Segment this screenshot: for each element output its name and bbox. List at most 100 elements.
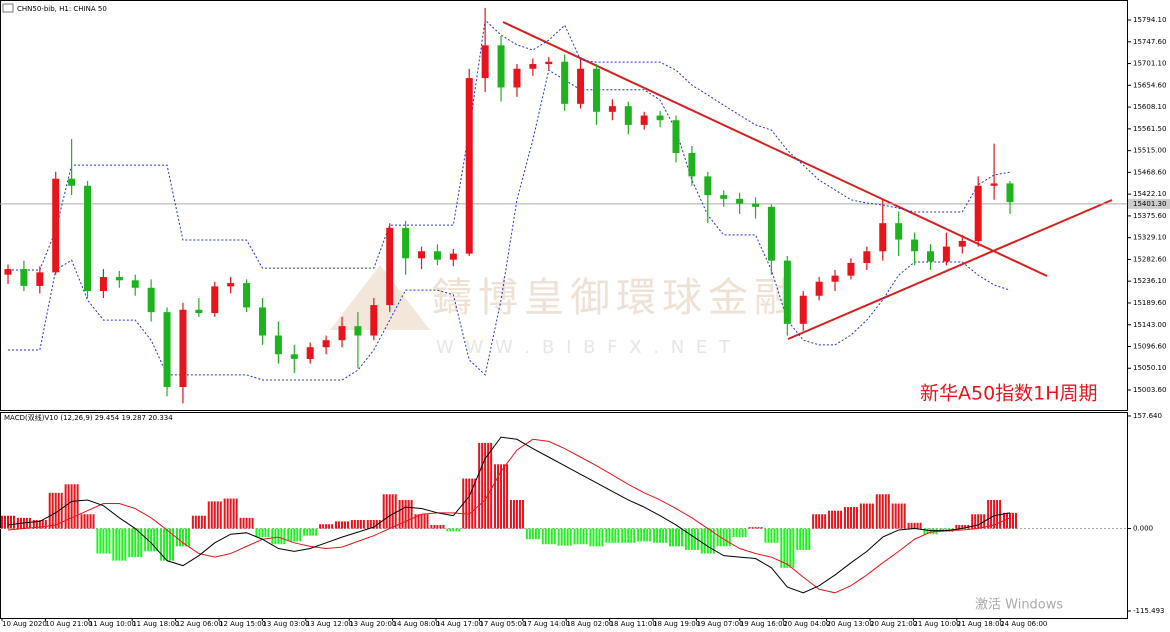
x-tick-label: 24 Aug 06:00: [1000, 620, 1047, 628]
x-tick-label: 12 Aug 06:00: [176, 620, 223, 628]
candle-body: [36, 272, 44, 286]
y-tick-label: 157.640: [1133, 412, 1162, 420]
y-tick-label: 15143.00: [1133, 321, 1166, 329]
candle-body: [481, 45, 489, 79]
y-tick-label: 15236.10: [1133, 277, 1166, 285]
y-tick-label: 15747.60: [1133, 38, 1166, 46]
candle-body: [799, 295, 807, 324]
x-tick-label: 14 Aug 17:00: [436, 620, 483, 628]
x-tick-label: 13 Aug 03:00: [262, 620, 309, 628]
x-tick-label: 20 Aug 04:00: [783, 620, 830, 628]
chart-title: CHN50-bib, H1: CHINA 50: [17, 5, 107, 13]
y-tick-label: 15794.10: [1133, 16, 1166, 24]
candle-body: [449, 253, 457, 260]
candle-body: [656, 115, 664, 121]
bollinger-band: [8, 19, 1011, 271]
candle-body: [624, 106, 632, 125]
candle-body: [4, 269, 12, 275]
watermark-url: W W W . B I B F X . N E T: [436, 337, 733, 358]
watermark: 鑄博皇御環球金融 W W W . B I B F X . N E T: [330, 265, 800, 358]
candle-body: [338, 326, 346, 341]
candle-body: [879, 223, 887, 252]
x-tick-label: 18 Aug 11:00: [610, 620, 657, 628]
candle-body: [227, 283, 235, 287]
y-tick-label: 15654.60: [1133, 81, 1166, 89]
candle-body: [990, 183, 998, 186]
candle-body: [783, 260, 791, 324]
y-tick-label: -115.493: [1133, 607, 1164, 615]
x-tick-label: 20 Aug 13:00: [827, 620, 874, 628]
y-tick-label: 15561.50: [1133, 125, 1166, 133]
candle-body: [895, 223, 903, 240]
candle-body: [147, 287, 155, 313]
candle-body: [752, 203, 760, 207]
candle-body: [465, 78, 473, 254]
candle-body: [211, 286, 219, 314]
x-tick-label: 12 Aug 15:00: [219, 620, 266, 628]
y-tick-label: 15468.60: [1133, 168, 1166, 176]
candle-body: [195, 309, 203, 314]
x-tick-label: 21 Aug 18:00: [957, 620, 1004, 628]
candle-body: [545, 61, 553, 65]
candle-body: [672, 120, 680, 153]
candle-body: [354, 326, 362, 336]
y-tick-label: 15003.60: [1133, 386, 1166, 394]
x-tick-label: 19 Aug 16:00: [740, 620, 787, 628]
x-tick-label: 11 Aug 18:00: [132, 620, 179, 628]
candle-body: [163, 312, 171, 388]
y-tick-label: 15422.10: [1133, 190, 1166, 198]
macd-line: [7, 436, 1011, 594]
x-tick-label: 10 Aug 2020: [2, 620, 47, 628]
candle-body: [561, 61, 569, 104]
current-price-label: 15401.30: [1133, 200, 1166, 208]
x-tick-label: 18 Aug 02:00: [566, 620, 613, 628]
candle-body: [640, 115, 648, 125]
os-notice: 激活 Windows: [975, 598, 1063, 613]
candle-body: [68, 178, 76, 186]
candle-body: [99, 277, 107, 292]
candle-body: [258, 307, 266, 336]
bollinger-band: [8, 69, 1011, 381]
candle-body: [306, 347, 314, 359]
candle-body: [911, 239, 919, 252]
x-tick-label: 13 Aug 20:00: [349, 620, 396, 628]
candle-body: [274, 335, 282, 355]
candle-body: [926, 251, 934, 262]
trend-line: [502, 21, 1048, 277]
candle-body: [863, 251, 871, 263]
y-tick-label: 15608.10: [1133, 103, 1166, 111]
macd-panel: [0, 412, 1128, 619]
header-icon: [2, 3, 14, 13]
x-tick-label: 17 Aug 05:00: [479, 620, 526, 628]
candle-body: [815, 281, 823, 296]
price-panel: [0, 0, 1128, 411]
candle-body: [831, 275, 839, 282]
y-tick-label: 0.000: [1133, 525, 1153, 533]
x-tick-label: 10 Aug 21:00: [45, 620, 92, 628]
current-price-box: [1128, 198, 1170, 209]
y-tick-label: 15282.60: [1133, 255, 1166, 263]
candle-body: [942, 246, 950, 262]
candle-body: [847, 262, 855, 276]
candle-body: [20, 269, 28, 286]
candle-body: [704, 176, 712, 196]
candle-body: [767, 206, 775, 261]
candle-body: [577, 68, 585, 104]
x-tick-label: 14 Aug 08:00: [393, 620, 440, 628]
x-tick-label: 11 Aug 10:00: [89, 620, 136, 628]
candle-body: [402, 227, 410, 259]
candle-body: [131, 280, 139, 288]
candle-body: [52, 178, 60, 273]
signal-line: [7, 438, 1011, 594]
watermark-name: 鑄博皇御環球金融: [432, 275, 800, 321]
candle-body: [958, 240, 966, 247]
y-tick-label: 15375.60: [1133, 212, 1166, 220]
x-tick-label: 20 Aug 21:00: [870, 620, 917, 628]
annotation: 新华A50指数1H周期: [920, 383, 1098, 405]
y-tick-label: 15701.10: [1133, 60, 1166, 68]
candle-body: [322, 340, 330, 348]
candle-body: [497, 45, 505, 88]
trend-line: [787, 199, 1113, 340]
y-tick-label: 15096.60: [1133, 342, 1166, 350]
